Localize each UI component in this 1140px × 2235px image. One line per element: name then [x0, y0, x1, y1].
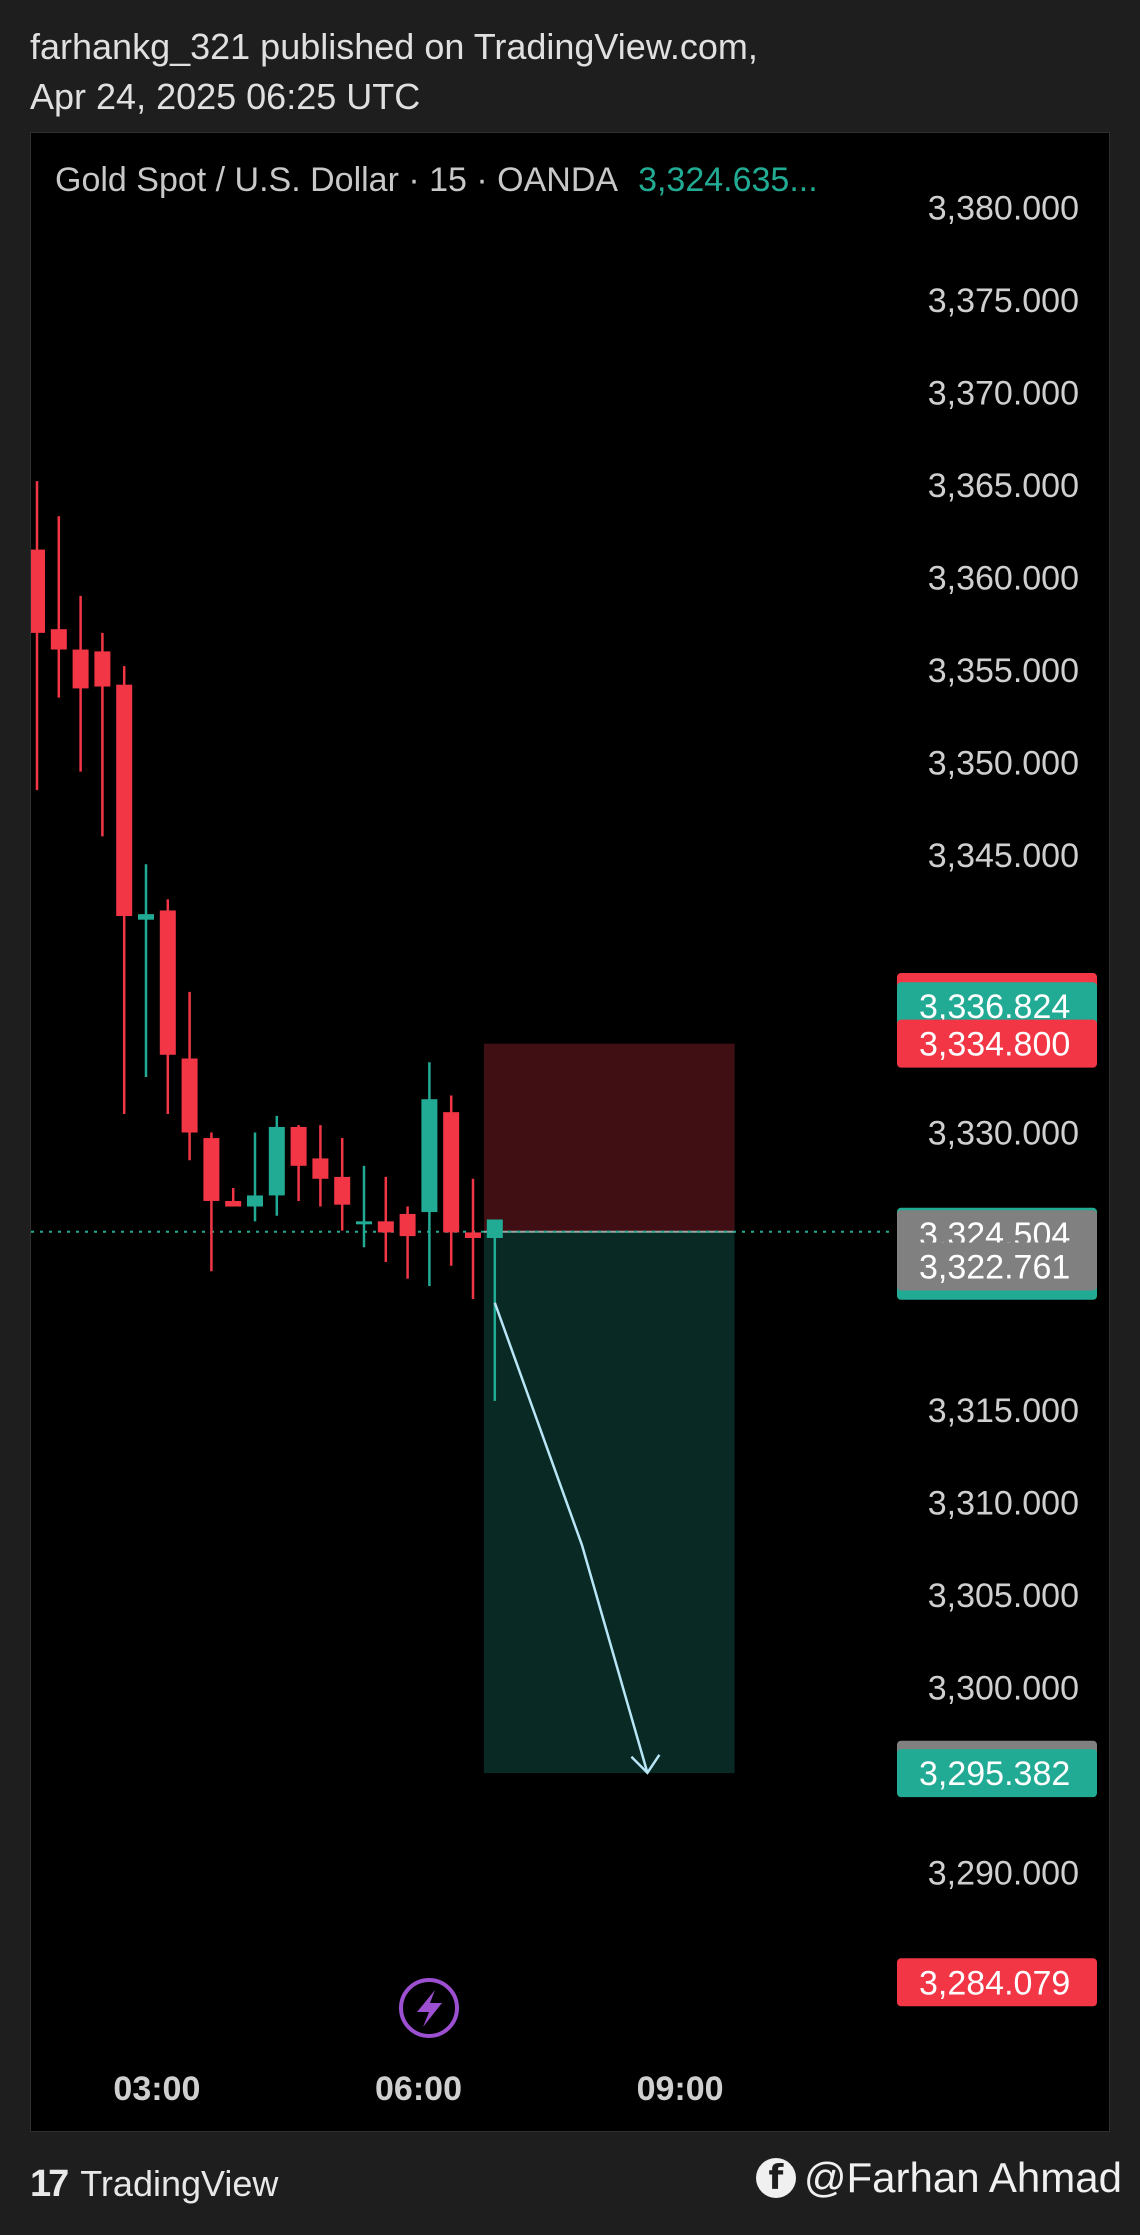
- chart-title: Gold Spot / U.S. Dollar · 15 · OANDA: [55, 161, 618, 199]
- publish-date: Apr 24, 2025 06:25 UTC: [30, 76, 421, 117]
- y-tick-label: 3,370.000: [928, 374, 1079, 412]
- tradingview-logo-text: TradingView: [80, 2163, 279, 2204]
- candle: [356, 1165, 372, 1248]
- price-label-bg: [897, 1958, 1097, 2007]
- price-label-bg: [897, 1019, 1097, 1068]
- candle-body: [225, 1200, 242, 1207]
- candle-body: [159, 910, 176, 1055]
- candle-body: [465, 1232, 481, 1238]
- y-tick-label: 3,365.000: [928, 467, 1079, 505]
- price-label-text: 3,322.761: [919, 1248, 1070, 1286]
- y-tick-label: 3,350.000: [928, 744, 1079, 782]
- candle: [465, 1178, 481, 1300]
- candle: [290, 1125, 307, 1201]
- price-label-text: 3,334.800: [919, 1026, 1070, 1064]
- y-tick-label: 3,315.000: [928, 1392, 1079, 1430]
- candle-body: [356, 1221, 372, 1225]
- candle-body: [31, 549, 45, 633]
- candle: [377, 1176, 394, 1263]
- y-axis: 3,380.000 3,375.000 3,370.000 3,365.000 3,36…: [928, 189, 1079, 1892]
- tradingview-logo[interactable]: 17 TradingView: [30, 2160, 278, 2208]
- y-tick-label: 3,380.000: [928, 189, 1079, 227]
- candle-body: [290, 1126, 307, 1166]
- x-axis: 03:00 06:00 09:00: [113, 2070, 723, 2108]
- candle: [225, 1188, 242, 1207]
- y-tick-label: 3,355.000: [928, 652, 1079, 690]
- price-label-text: 3,295.382: [919, 1755, 1070, 1793]
- candle: [443, 1095, 460, 1266]
- candle: [486, 1219, 503, 1401]
- stop-loss-zone: [483, 1043, 735, 1232]
- candle: [94, 632, 111, 837]
- candle-body: [94, 651, 111, 687]
- take-profit-zone: [483, 1231, 735, 1774]
- candle-body: [399, 1213, 416, 1237]
- y-tick-label: 3,290.000: [928, 1855, 1079, 1893]
- candle-body: [50, 629, 67, 650]
- x-tick-label: 06:00: [375, 2070, 462, 2108]
- candle: [247, 1132, 263, 1222]
- candle: [334, 1138, 351, 1231]
- candle: [203, 1132, 220, 1272]
- lightning-icon: [417, 1990, 442, 2027]
- projection-path: [493, 1302, 649, 1774]
- candle: [31, 481, 45, 791]
- author-watermark: f @Farhan Ahmad: [755, 2150, 1122, 2206]
- price-label-text: 3,284.079: [919, 1964, 1070, 2002]
- y-tick-label: 3,330.000: [928, 1115, 1079, 1153]
- candle-body: [116, 684, 133, 917]
- candle-body: [138, 914, 154, 920]
- price-label-bg: [897, 982, 1097, 1031]
- candlestick-chart[interactable]: Gold Spot / U.S. Dollar · 15 · OANDA 3,32…: [31, 133, 1110, 2132]
- lightning-icon-ring: [399, 1978, 459, 2038]
- candle-body: [377, 1221, 394, 1233]
- lightning-button[interactable]: [399, 1978, 459, 2038]
- watermark-text: @Farhan Ahmad: [803, 2154, 1122, 2201]
- projection-arrowhead: [630, 1754, 661, 1775]
- tradingview-logo-icon: 17: [30, 2162, 69, 2205]
- x-tick-label: 09:00: [637, 2070, 724, 2108]
- price-label-bg: [897, 1749, 1097, 1798]
- y-tick-label: 3,310.000: [928, 1485, 1079, 1523]
- candle-body: [486, 1219, 503, 1238]
- candle: [50, 516, 67, 698]
- chart-panel[interactable]: Gold Spot / U.S. Dollar · 15 · OANDA 3,32…: [30, 132, 1110, 2132]
- candle-body: [443, 1112, 460, 1233]
- candle-body: [72, 649, 89, 689]
- candle: [72, 595, 89, 772]
- candle-body: [334, 1176, 351, 1205]
- facebook-icon: f: [755, 2158, 796, 2198]
- y-tick-label: 3,375.000: [928, 282, 1079, 320]
- y-tick-label: 3,300.000: [928, 1670, 1079, 1708]
- y-tick-label: 3,360.000: [928, 559, 1079, 597]
- candle-body: [268, 1126, 285, 1196]
- price-label-bg: [897, 1242, 1097, 1291]
- candle-body: [181, 1058, 198, 1133]
- y-tick-label: 3,305.000: [928, 1577, 1079, 1615]
- candle-body: [203, 1138, 220, 1201]
- candle: [159, 899, 176, 1115]
- publication-header: farhankg_321 published on TradingView.co…: [30, 22, 758, 122]
- price-label: 3,295.382: [897, 1749, 1097, 1798]
- candle: [181, 991, 198, 1161]
- candle: [312, 1125, 329, 1207]
- candle-body: [247, 1195, 263, 1207]
- candle: [268, 1115, 285, 1216]
- candle-body: [421, 1099, 438, 1213]
- publisher-line: farhankg_321 published on TradingView.co…: [30, 26, 758, 67]
- chart-legend: Gold Spot / U.S. Dollar · 15 · OANDA 3,32…: [55, 161, 818, 199]
- candle: [138, 864, 154, 1077]
- candle: [116, 666, 133, 1115]
- candle-body: [312, 1158, 329, 1179]
- y-tick-label: 3,345.000: [928, 837, 1079, 875]
- price-label: 3,284.079: [897, 1958, 1097, 2007]
- price-label: 3,334.800: [897, 1019, 1097, 1068]
- candle: [421, 1062, 438, 1287]
- price-label: 3,322.761: [897, 1242, 1097, 1291]
- x-tick-label: 03:00: [113, 2070, 200, 2108]
- candle: [399, 1206, 416, 1279]
- legend-last-price: 3,324.635...: [638, 161, 818, 199]
